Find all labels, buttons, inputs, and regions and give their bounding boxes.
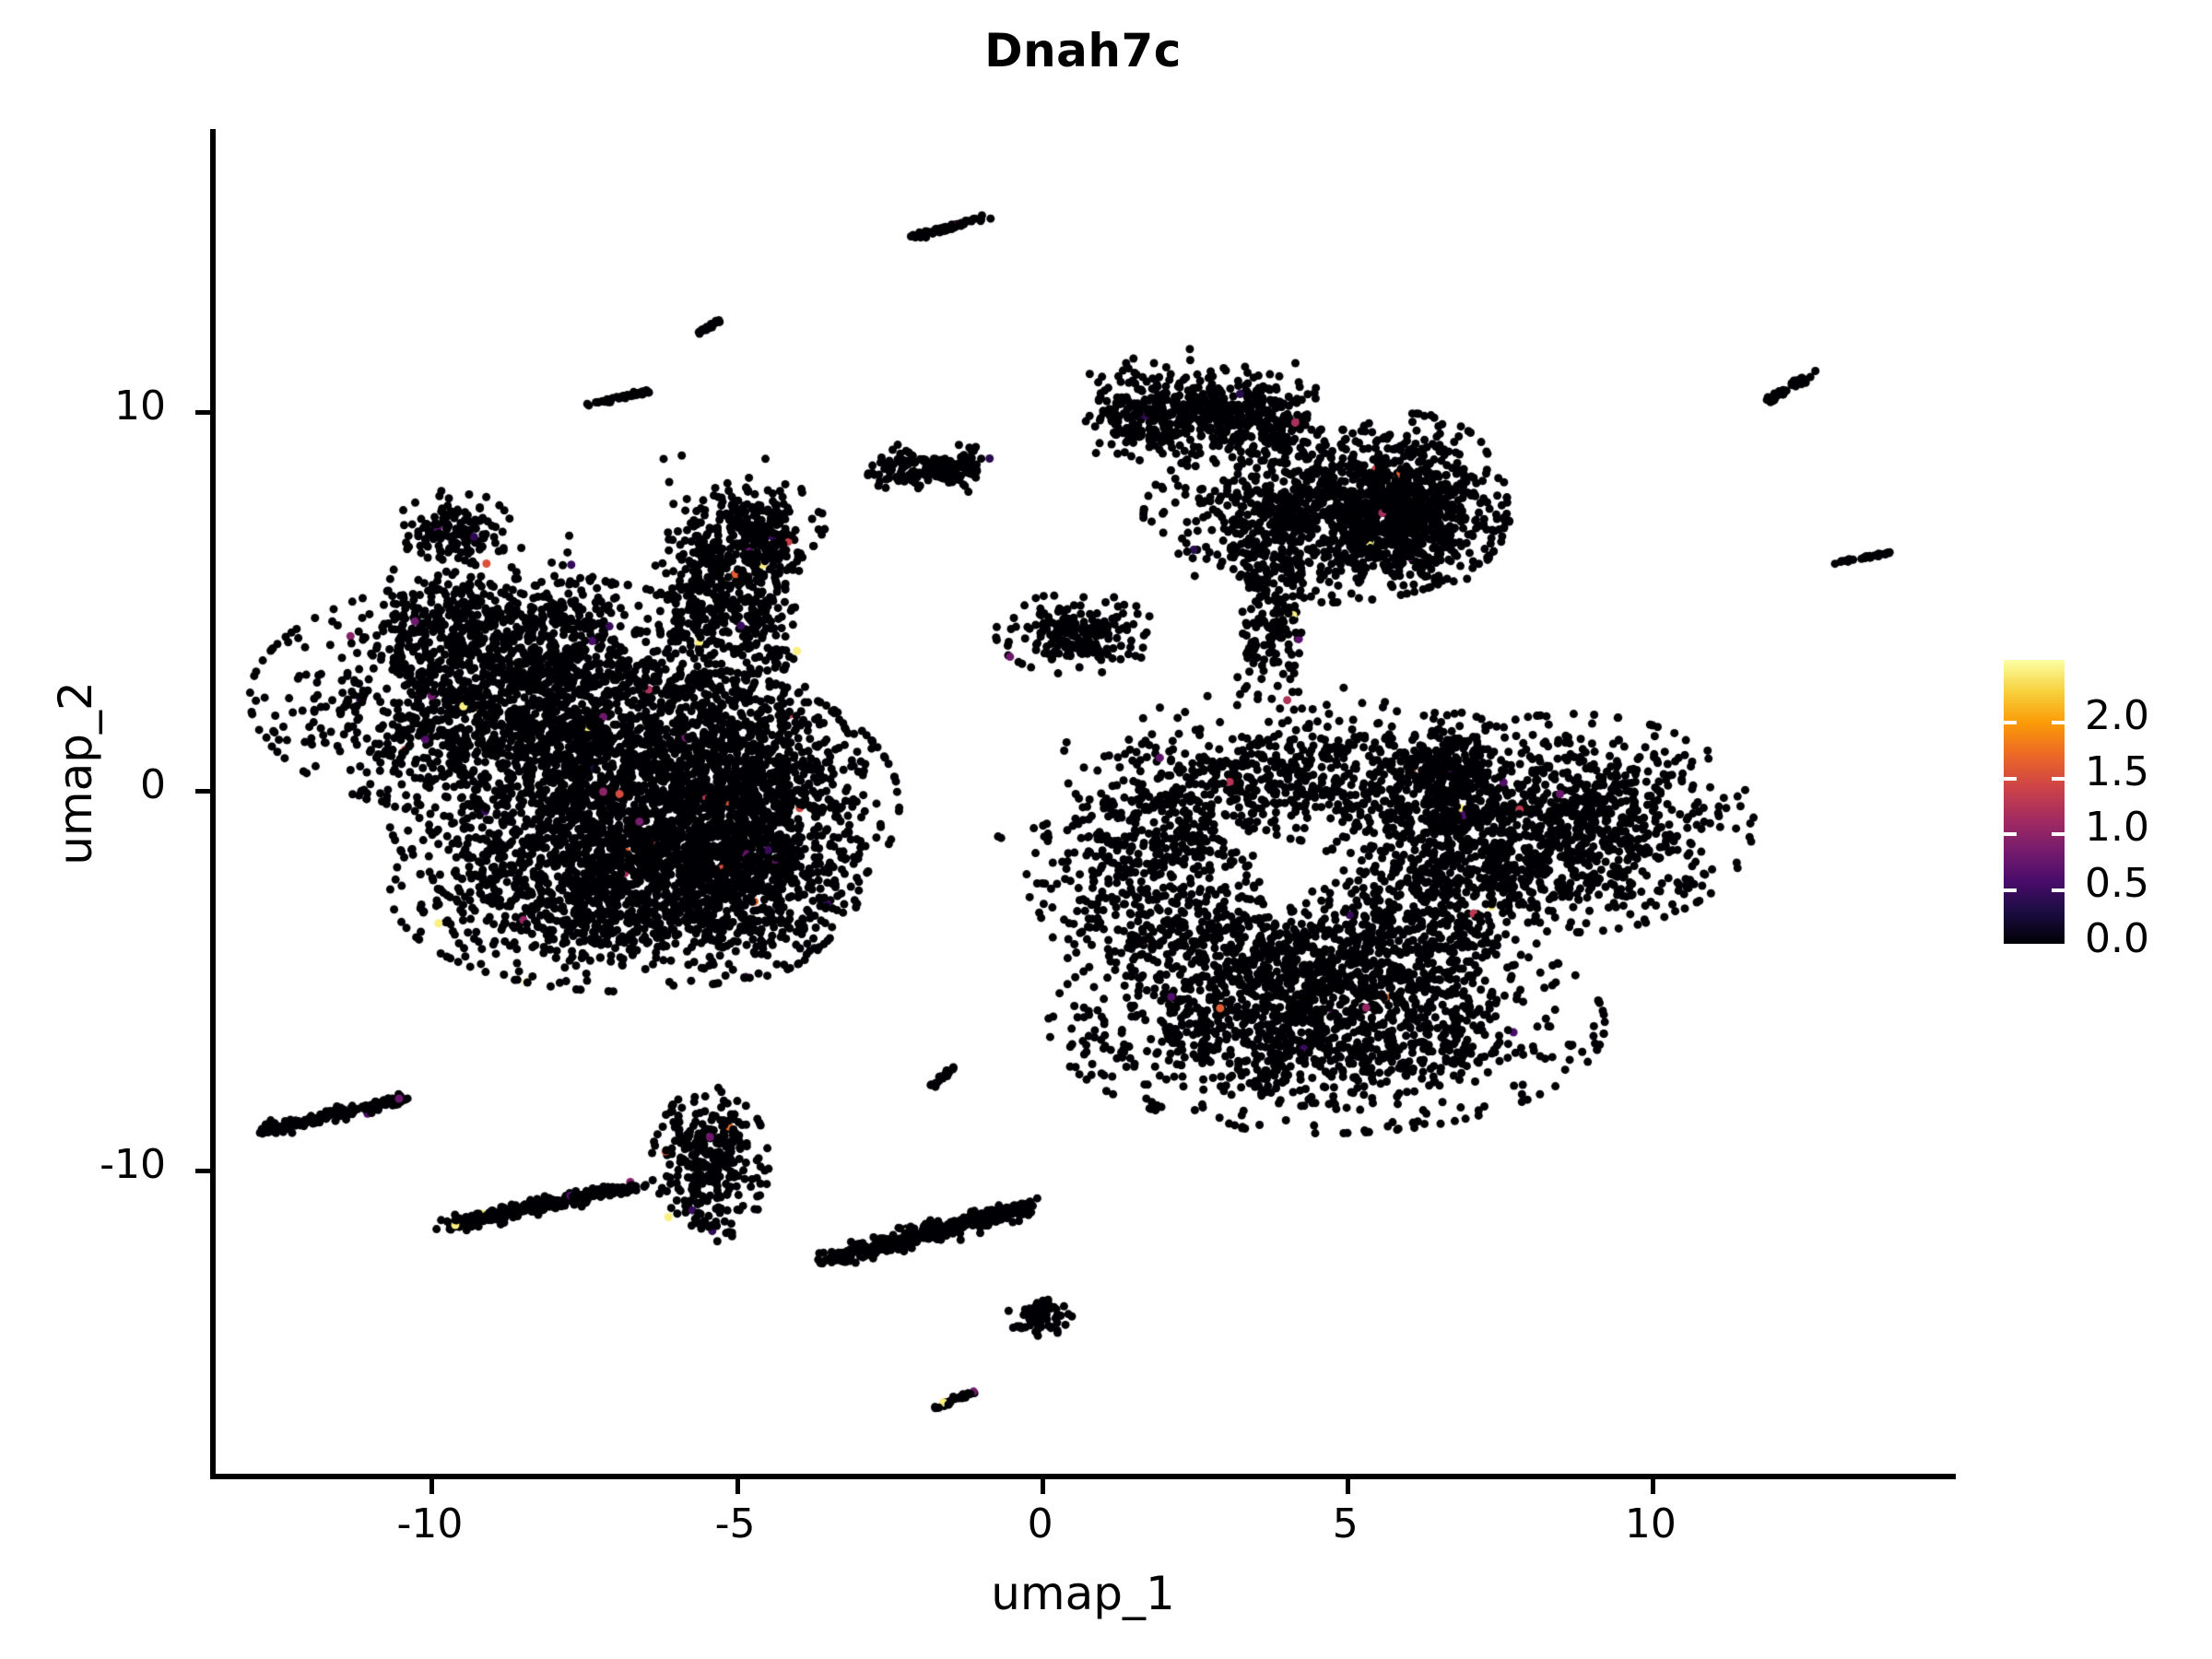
colorbar-tick-label: 0.5 bbox=[2085, 859, 2149, 907]
colorbar-tick-mark bbox=[2052, 776, 2065, 781]
colorbar-tick-mark bbox=[2004, 888, 2017, 892]
colorbar-tick-mark bbox=[2052, 944, 2065, 947]
plot-axes bbox=[210, 129, 1961, 1479]
y-axis-label: umap_2 bbox=[49, 681, 102, 865]
x-tick-label: 0 bbox=[1027, 1500, 1053, 1547]
y-tick-mark bbox=[195, 409, 210, 415]
colorbar-tick-mark bbox=[2004, 721, 2017, 725]
y-tick-label: 0 bbox=[140, 761, 166, 809]
x-tick-label: -5 bbox=[714, 1500, 756, 1547]
colorbar-gradient bbox=[2004, 660, 2065, 944]
page-title: Dnah7c bbox=[984, 24, 1182, 77]
colorbar-tick-mark bbox=[2052, 832, 2065, 837]
x-tick-mark bbox=[1345, 1479, 1350, 1494]
y-tick-label: 10 bbox=[114, 382, 166, 429]
colorbar-tick-mark bbox=[2004, 776, 2017, 781]
colorbar-tick-mark bbox=[2052, 721, 2065, 725]
x-tick-mark bbox=[1650, 1479, 1655, 1494]
colorbar-tick-label: 1.0 bbox=[2085, 804, 2149, 852]
x-tick-mark bbox=[429, 1479, 435, 1494]
x-tick-label: -10 bbox=[396, 1500, 464, 1547]
y-tick-label: -10 bbox=[100, 1140, 166, 1188]
x-tick-label: 10 bbox=[1624, 1500, 1677, 1547]
colorbar-tick-mark bbox=[2052, 888, 2065, 892]
scatter-canvas bbox=[216, 129, 1961, 1479]
colorbar-tick-label: 0.0 bbox=[2085, 915, 2149, 962]
x-tick-label: 5 bbox=[1332, 1500, 1359, 1547]
x-tick-mark bbox=[1040, 1479, 1045, 1494]
x-axis-label: umap_1 bbox=[991, 1567, 1175, 1620]
colorbar-tick-mark bbox=[2004, 944, 2017, 947]
colorbar: 2.0 1.5 1.0 0.5 0.0 bbox=[2004, 660, 2212, 962]
colorbar-tick-label: 1.5 bbox=[2085, 747, 2149, 795]
colorbar-tick-label: 2.0 bbox=[2085, 692, 2149, 740]
y-tick-mark bbox=[195, 789, 210, 794]
x-tick-mark bbox=[735, 1479, 740, 1494]
y-tick-mark bbox=[195, 1168, 210, 1173]
colorbar-tick-mark bbox=[2004, 832, 2017, 837]
